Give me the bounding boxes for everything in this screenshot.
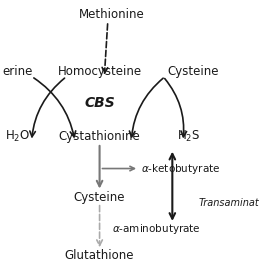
Text: H$_2$S: H$_2$S <box>177 129 200 144</box>
Text: Homocysteine: Homocysteine <box>57 65 142 78</box>
Text: H$_2$O: H$_2$O <box>5 129 30 144</box>
Text: Transaminat: Transaminat <box>198 198 259 208</box>
Text: Methionine: Methionine <box>78 8 144 21</box>
Text: $\alpha$-aminobutyrate: $\alpha$-aminobutyrate <box>113 222 201 236</box>
Text: erine: erine <box>2 65 33 78</box>
Text: Glutathione: Glutathione <box>65 249 134 262</box>
Text: Cysteine: Cysteine <box>74 191 125 204</box>
Text: Cysteine: Cysteine <box>168 65 219 78</box>
Text: Cystathionine: Cystathionine <box>59 130 140 143</box>
Text: $\alpha$-ketobutyrate: $\alpha$-ketobutyrate <box>141 161 220 176</box>
Text: CBS: CBS <box>84 96 115 110</box>
